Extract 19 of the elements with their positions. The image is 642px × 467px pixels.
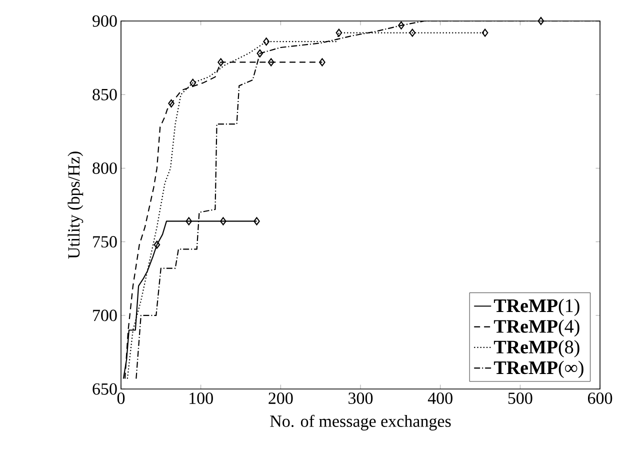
- y-tick-label: 900: [92, 15, 117, 27]
- x-tick-label: 400: [428, 392, 452, 404]
- y-tick-label: 800: [92, 162, 117, 174]
- legend-label: TReMP(8): [494, 340, 580, 358]
- y-tick-label: 700: [93, 310, 117, 322]
- x-tick-label: 200: [268, 392, 293, 404]
- y-axis-title: Utility (bps/Hz): [68, 152, 84, 259]
- x-tick-label: 500: [508, 392, 532, 404]
- x-tick-label: 0: [117, 392, 125, 404]
- legend-label: TReMP(1): [494, 298, 580, 316]
- legend-label: TReMP(4): [494, 319, 580, 337]
- y-tick-label: 850: [92, 88, 117, 100]
- y-tick-label: 650: [92, 383, 117, 395]
- x-axis-title: No. of message exchanges: [270, 414, 451, 430]
- x-tick-label: 300: [348, 392, 373, 404]
- x-tick-label: 600: [588, 392, 612, 404]
- x-tick-label: 100: [190, 392, 213, 404]
- legend-label: TReMP(∞): [494, 360, 584, 378]
- y-tick-label: 750: [93, 236, 117, 248]
